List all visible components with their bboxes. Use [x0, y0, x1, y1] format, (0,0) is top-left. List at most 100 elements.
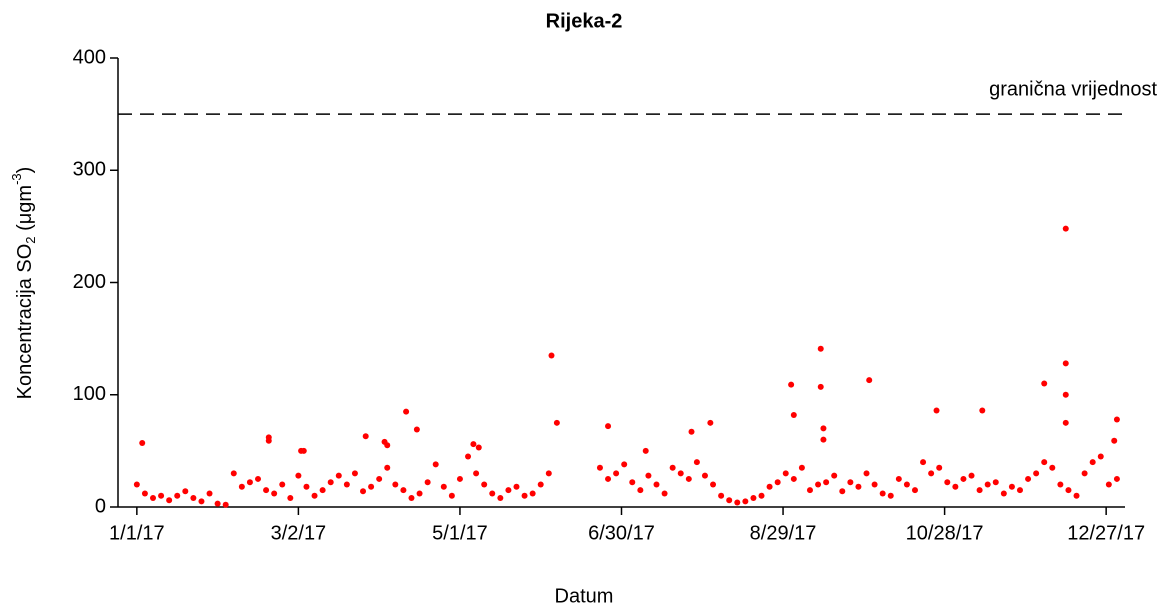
point: [158, 492, 165, 499]
point: [413, 426, 420, 433]
point: [1000, 490, 1007, 497]
point: [895, 475, 902, 482]
point: [384, 464, 391, 471]
point: [863, 470, 870, 477]
point: [133, 481, 140, 488]
point: [960, 475, 967, 482]
point: [605, 423, 612, 430]
point: [758, 492, 765, 499]
point: [1097, 453, 1104, 460]
point: [718, 492, 725, 499]
y-tick-label: 300: [73, 159, 106, 181]
point: [537, 481, 544, 488]
point: [416, 490, 423, 497]
point: [992, 479, 999, 486]
point: [790, 411, 797, 418]
point: [1105, 481, 1112, 488]
point: [166, 497, 173, 504]
point: [887, 492, 894, 499]
point: [903, 481, 910, 488]
point: [456, 475, 463, 482]
point: [362, 433, 369, 440]
point: [408, 495, 415, 502]
point: [1089, 459, 1096, 466]
point: [481, 481, 488, 488]
point: [605, 475, 612, 482]
point: [335, 472, 342, 479]
point: [548, 352, 555, 359]
point: [693, 459, 700, 466]
point: [782, 470, 789, 477]
point: [798, 464, 805, 471]
point: [653, 481, 660, 488]
point: [1041, 459, 1048, 466]
point: [645, 472, 652, 479]
y-axis-label: Koncentracija SO2 (μgm-3): [9, 167, 38, 400]
point: [1016, 487, 1023, 494]
point: [319, 487, 326, 494]
point: [839, 488, 846, 495]
x-tick-label: 3/2/17: [271, 522, 327, 544]
point: [521, 492, 528, 499]
y-tick-label: 200: [73, 271, 106, 293]
x-tick-label: 10/28/17: [906, 522, 984, 544]
point: [726, 497, 733, 504]
point: [1049, 464, 1056, 471]
point: [1062, 225, 1069, 232]
point: [392, 481, 399, 488]
point: [545, 470, 552, 477]
point: [1111, 437, 1118, 444]
point: [685, 475, 692, 482]
point: [629, 479, 636, 486]
point: [465, 453, 472, 460]
point: [206, 490, 213, 497]
point: [271, 490, 278, 497]
point: [817, 345, 824, 352]
x-axis-label: Datum: [555, 585, 614, 607]
point: [230, 470, 237, 477]
point: [976, 487, 983, 494]
point: [141, 490, 148, 497]
point: [871, 481, 878, 488]
point: [529, 490, 536, 497]
point: [750, 495, 757, 502]
point: [710, 481, 717, 488]
point: [351, 470, 358, 477]
point: [255, 475, 262, 482]
point: [238, 483, 245, 490]
point: [742, 498, 749, 505]
point: [400, 487, 407, 494]
point: [448, 492, 455, 499]
point: [831, 472, 838, 479]
point: [707, 419, 714, 426]
point: [984, 481, 991, 488]
point: [911, 487, 918, 494]
point: [432, 461, 439, 468]
y-label-sub: 2: [23, 236, 38, 243]
point: [936, 464, 943, 471]
point: [150, 495, 157, 502]
point: [1057, 481, 1064, 488]
point: [806, 487, 813, 494]
point: [613, 470, 620, 477]
point: [311, 492, 318, 499]
x-tick-label: 5/1/17: [432, 522, 488, 544]
point: [489, 490, 496, 497]
point: [222, 501, 229, 508]
point: [879, 490, 886, 497]
point: [287, 495, 294, 502]
point: [979, 407, 986, 414]
x-tick-label: 1/1/17: [109, 522, 165, 544]
point: [190, 495, 197, 502]
point: [139, 440, 146, 447]
point: [933, 407, 940, 414]
point: [774, 479, 781, 486]
point: [265, 437, 272, 444]
threshold-label: granična vrijednost: [989, 78, 1157, 100]
point: [198, 498, 205, 505]
x-tick-label: 12/27/17: [1067, 522, 1145, 544]
point: [817, 383, 824, 390]
point: [424, 479, 431, 486]
point: [701, 472, 708, 479]
point: [553, 419, 560, 426]
